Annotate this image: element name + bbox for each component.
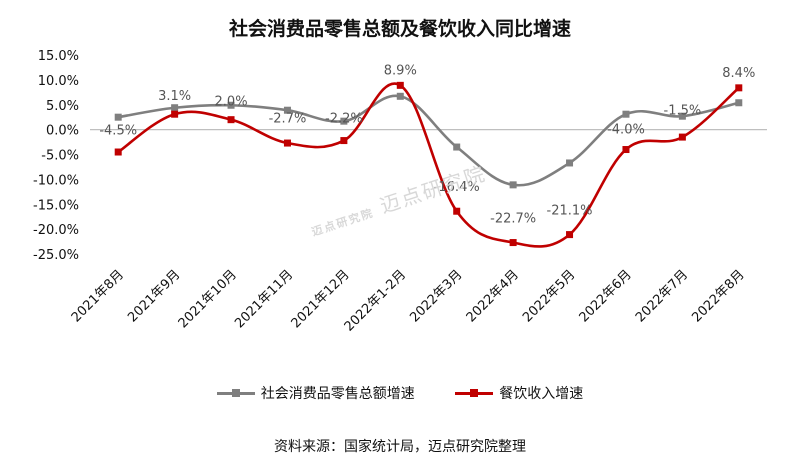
- x-tick-label: 2021年9月: [125, 267, 183, 325]
- x-tick-label: 2021年11月: [232, 267, 296, 331]
- data-label: -2.2%: [325, 112, 363, 127]
- retail-point: [735, 99, 743, 107]
- data-label-layer: -4.5%3.1% 2.0%-2.7% -2.2%8.9%-16.4%-22.7%-…: [99, 63, 755, 226]
- data-label: 3.1%: [158, 89, 191, 104]
- data-label: -1.5%: [664, 104, 702, 119]
- retail-point: [396, 92, 404, 100]
- y-tick-label: -10.0%: [33, 173, 79, 188]
- y-tick-label: -20.0%: [33, 223, 79, 238]
- catering-point: [227, 116, 235, 124]
- data-label: -4.5%: [99, 124, 137, 139]
- catering-point: [114, 148, 122, 156]
- data-label: -21.1%: [547, 204, 593, 219]
- retail-point: [227, 101, 235, 109]
- catering-point: [283, 139, 291, 147]
- catering-point: [453, 207, 461, 215]
- series-line-catering: [117, 82, 740, 248]
- retail-point: [340, 117, 348, 125]
- x-tick-label: 2022年5月: [520, 267, 578, 325]
- x-tick-label: 2021年10月: [176, 267, 240, 331]
- y-tick-label: 5.0%: [46, 99, 79, 114]
- legend-swatch-catering: [455, 388, 494, 398]
- catering-point: [566, 231, 574, 239]
- data-label: 2.0%: [215, 95, 248, 110]
- data-label: -22.7%: [490, 212, 536, 227]
- source-note: 资料来源：国家统计局，迈点研究院整理: [274, 439, 526, 455]
- legend-label-catering: 餐饮收入增速: [499, 386, 584, 402]
- data-label: -2.7%: [269, 112, 307, 127]
- data-label: -4.0%: [607, 123, 645, 138]
- x-tick-label: 2022年7月: [633, 267, 691, 325]
- retail-point: [509, 181, 517, 189]
- x-tick-label: 2022年8月: [689, 267, 747, 325]
- retail-point: [622, 110, 630, 118]
- catering-point: [622, 146, 630, 154]
- x-tick-label: 2022年3月: [407, 267, 465, 325]
- y-tick-label: -25.0%: [33, 248, 79, 263]
- y-tick-label: -5.0%: [41, 149, 79, 164]
- x-tick-label: 2022年6月: [577, 267, 635, 325]
- y-tick-label: 15.0%: [38, 49, 79, 64]
- catering-point: [340, 137, 348, 145]
- data-label: 8.4%: [722, 66, 755, 81]
- catering-point: [678, 133, 686, 141]
- catering-point: [396, 81, 404, 89]
- data-label: 8.9%: [384, 63, 417, 78]
- legend-item-retail: 社会消费品零售总额增速: [216, 383, 415, 403]
- chart-title: 社会消费品零售总额及餐饮收入同比增速: [228, 18, 571, 40]
- y-tick-label: 0.0%: [46, 124, 79, 139]
- retail-point: [566, 159, 574, 167]
- x-tick-label: 2022年4月: [464, 267, 522, 325]
- retail-point: [453, 143, 461, 151]
- catering-point: [509, 239, 517, 247]
- data-label: -16.4%: [434, 180, 480, 195]
- legend-label-retail: 社会消费品零售总额增速: [260, 386, 415, 402]
- retail-point: [678, 112, 686, 120]
- catering-point: [735, 84, 743, 92]
- y-tick-label: 10.0%: [38, 74, 79, 89]
- legend-swatch-retail: [216, 388, 255, 398]
- retail-point: [283, 106, 291, 114]
- chart-legend: 社会消费品零售总额增速 餐饮收入增速: [0, 383, 800, 403]
- retail-point: [171, 104, 179, 112]
- catering-point: [171, 110, 179, 118]
- y-tick-label: -15.0%: [33, 198, 79, 213]
- retail-point: [114, 113, 122, 121]
- series-layer: [114, 81, 743, 248]
- legend-item-catering: 餐饮收入增速: [455, 383, 583, 403]
- x-tick-label: 2021年8月: [69, 267, 127, 325]
